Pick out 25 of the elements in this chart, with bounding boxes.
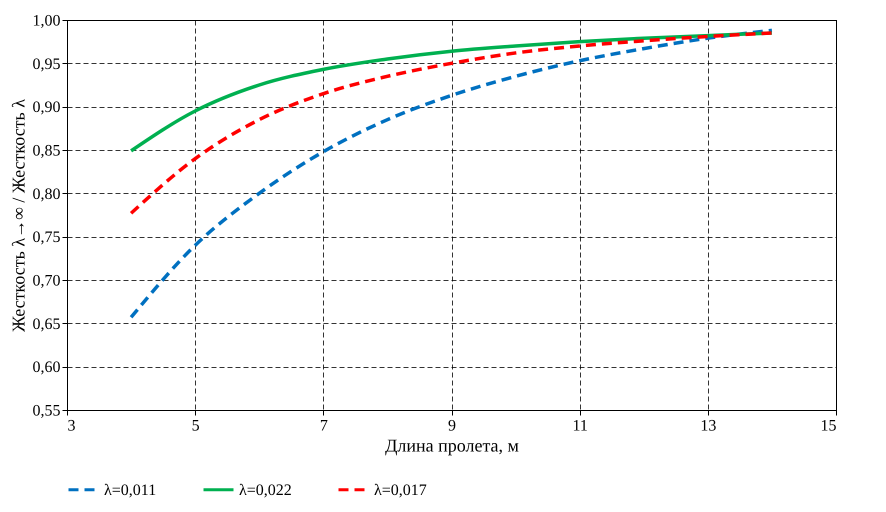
x-axis-title: Длина пролета, м [385,436,519,456]
y-tick-label: 0,55 [32,402,60,420]
x-tick-label: 7 [320,418,328,434]
x-tick-label: 11 [572,418,588,434]
y-tick-label: 0,90 [32,99,60,116]
line-series [129,31,774,216]
x-tick-label: 13 [700,418,716,434]
y-tick-label: 0,70 [32,272,60,290]
x-tick-label: 9 [448,418,456,434]
y-tick-label: 0,75 [32,229,60,246]
legend-label: λ=0,017 [374,482,427,499]
legend-label: λ=0,022 [239,482,292,499]
x-tick-label: 3 [68,418,76,434]
y-tick-label: 0,60 [32,359,60,376]
x-tick-label: 15 [820,418,836,434]
y-tick-label: 0,85 [32,142,60,160]
y-axis-title: Жесткость λ→∞ / Жесткость λ [8,98,28,332]
line-series [129,31,774,153]
y-tick-label: 1,00 [32,12,60,30]
y-tick-label: 0,80 [32,186,60,203]
line-series [129,28,774,320]
y-tick-label: 0,65 [32,316,60,333]
x-tick-label: 5 [192,418,200,434]
y-tick-label: 0,95 [32,56,60,73]
legend-label: λ=0,011 [104,482,156,499]
